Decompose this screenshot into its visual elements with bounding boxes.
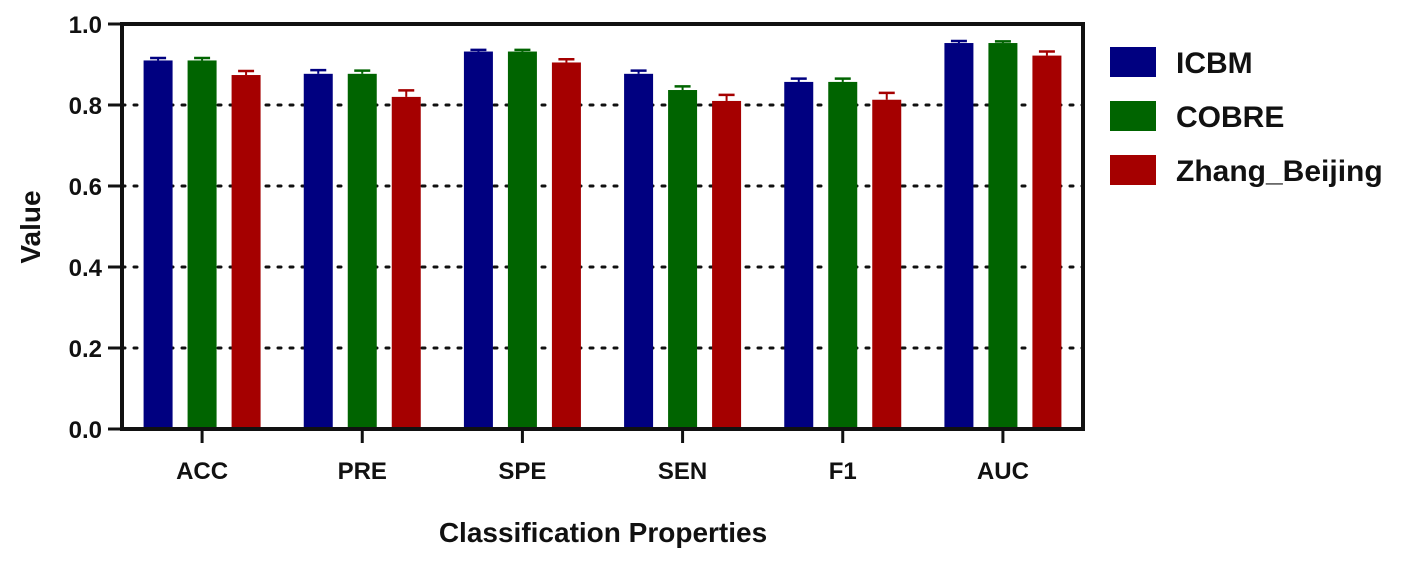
y-tick-label: 0.8 [69, 93, 102, 120]
legend-label-icbm: ICBM [1176, 47, 1253, 80]
x-tick-label: ACC [176, 458, 228, 485]
bar-icbm-spe [463, 51, 493, 429]
axes: ACC PRE SPE SEN F1 AUC 0.0 0.2 0.4 0.6 0.8 1.0 [69, 12, 1085, 485]
bar-zhang_beijing-pre [391, 96, 421, 430]
legend: ICBM COBRE Zhang_Beijing [1110, 47, 1383, 188]
bar-icbm-auc [944, 43, 974, 429]
y-tick-label: 0.4 [69, 255, 103, 282]
y-tick-label: 1.0 [69, 12, 102, 39]
legend-swatch-zhang_beijing [1110, 155, 1156, 185]
x-axis-title: Classification Properties [439, 517, 767, 548]
bars [143, 39, 1062, 430]
x-tick-label: AUC [977, 458, 1029, 485]
bar-zhang_beijing-auc [1032, 55, 1062, 430]
bar-zhang_beijing-spe [551, 62, 581, 429]
x-tick-label: SEN [658, 458, 707, 485]
legend-swatch-cobre [1110, 101, 1156, 131]
bar-cobre-sen [668, 90, 698, 429]
bar-icbm-pre [303, 73, 333, 429]
legend-label-zhang_beijing: Zhang_Beijing [1176, 155, 1383, 188]
bar-cobre-acc [187, 60, 217, 429]
bar-icbm-sen [624, 73, 654, 429]
gridlines [120, 103, 1085, 350]
x-tick-label: PRE [338, 458, 387, 485]
x-tick-label: SPE [498, 458, 546, 485]
y-tick-label: 0.0 [69, 417, 102, 444]
bar-zhang_beijing-acc [231, 75, 261, 429]
y-tick-label: 0.6 [69, 174, 102, 201]
bar-cobre-f1 [828, 81, 858, 429]
bar-cobre-pre [347, 73, 377, 429]
bar-zhang_beijing-f1 [872, 99, 902, 430]
y-axis-title: Value [15, 190, 46, 263]
legend-label-cobre: COBRE [1176, 101, 1284, 134]
legend-swatch-icbm [1110, 47, 1156, 77]
bar-icbm-acc [143, 60, 173, 429]
bar-cobre-auc [988, 43, 1018, 429]
bar-cobre-spe [507, 51, 537, 429]
plot-frame [120, 22, 1085, 431]
bar-icbm-f1 [784, 81, 814, 429]
y-tick-label: 0.2 [69, 336, 102, 363]
bar-zhang_beijing-sen [712, 100, 742, 429]
x-tick-label: F1 [829, 458, 857, 485]
